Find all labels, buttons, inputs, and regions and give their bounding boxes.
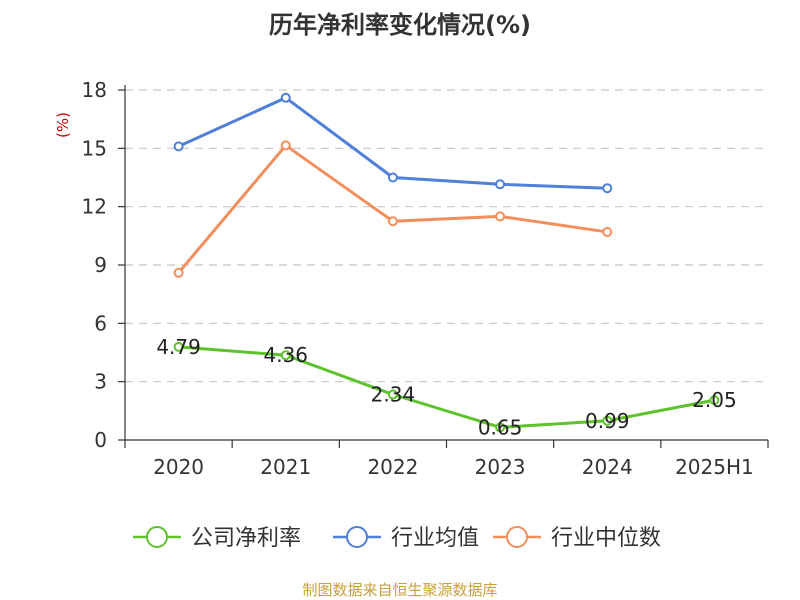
data-point [602,226,613,237]
legend-item: 行业中位数 [493,526,661,551]
series-lines [173,92,720,433]
x-tick-label: 2020 [153,455,204,479]
x-tick-label: 2021 [260,455,311,479]
data-point [387,389,398,400]
legend: 公司净利率 行业均值 行业中位数 [133,526,661,551]
legend-swatch-marker [506,526,528,548]
axes: 0 3 6 9 12 15 18 2020 2021 2022 2023 2024 2025H1 [82,78,769,479]
data-point [709,395,720,406]
data-label: 2.34 [371,383,416,407]
x-tick-label: 2025H1 [675,455,754,479]
y-tick-label: 18 [82,78,107,102]
data-label: 0.65 [478,415,523,439]
y-tick-label: 3 [94,370,107,394]
data-point [387,216,398,227]
data-point [602,183,613,194]
data-labels: 4.79 4.36 2.34 0.65 0.99 2.05 [156,335,736,440]
data-point [173,341,184,352]
y-tick-label: 6 [94,311,107,335]
legend-swatch-marker [346,526,368,548]
data-point [173,141,184,152]
y-axis-label: (%) [54,112,72,138]
data-point [495,211,506,222]
series-line [177,143,608,274]
source-note: 制图数据来自恒生聚源数据库 [302,581,497,599]
data-point [495,179,506,190]
legend-label: 行业均值 [391,526,479,551]
data-point [280,92,291,103]
data-point [495,422,506,433]
data-point [602,415,613,426]
gridlines [125,89,768,383]
x-tick-label: 2024 [582,455,633,479]
series-2 [173,140,613,278]
data-label: 4.36 [263,343,308,367]
chart-title: 历年净利率变化情况(%) [269,11,531,39]
data-point [280,350,291,361]
y-tick-label: 9 [94,253,107,277]
legend-label: 公司净利率 [191,526,301,551]
legend-swatch-marker [146,526,168,548]
data-label: 2.05 [692,388,737,412]
series-0 [173,341,720,433]
legend-item: 行业均值 [333,526,479,551]
series-1 [173,92,613,194]
data-point [387,172,398,183]
x-tick-label: 2023 [475,455,526,479]
y-tick-label: 15 [82,136,107,160]
data-label: 0.99 [585,409,630,433]
legend-item: 公司净利率 [133,526,301,551]
data-label: 4.79 [156,335,201,359]
y-tick-label: 0 [94,428,107,452]
series-line [178,345,715,429]
data-point [173,267,184,278]
y-tick-label: 12 [82,195,107,219]
data-point [280,140,291,151]
x-tick-label: 2022 [367,455,418,479]
legend-label: 行业中位数 [551,526,661,551]
